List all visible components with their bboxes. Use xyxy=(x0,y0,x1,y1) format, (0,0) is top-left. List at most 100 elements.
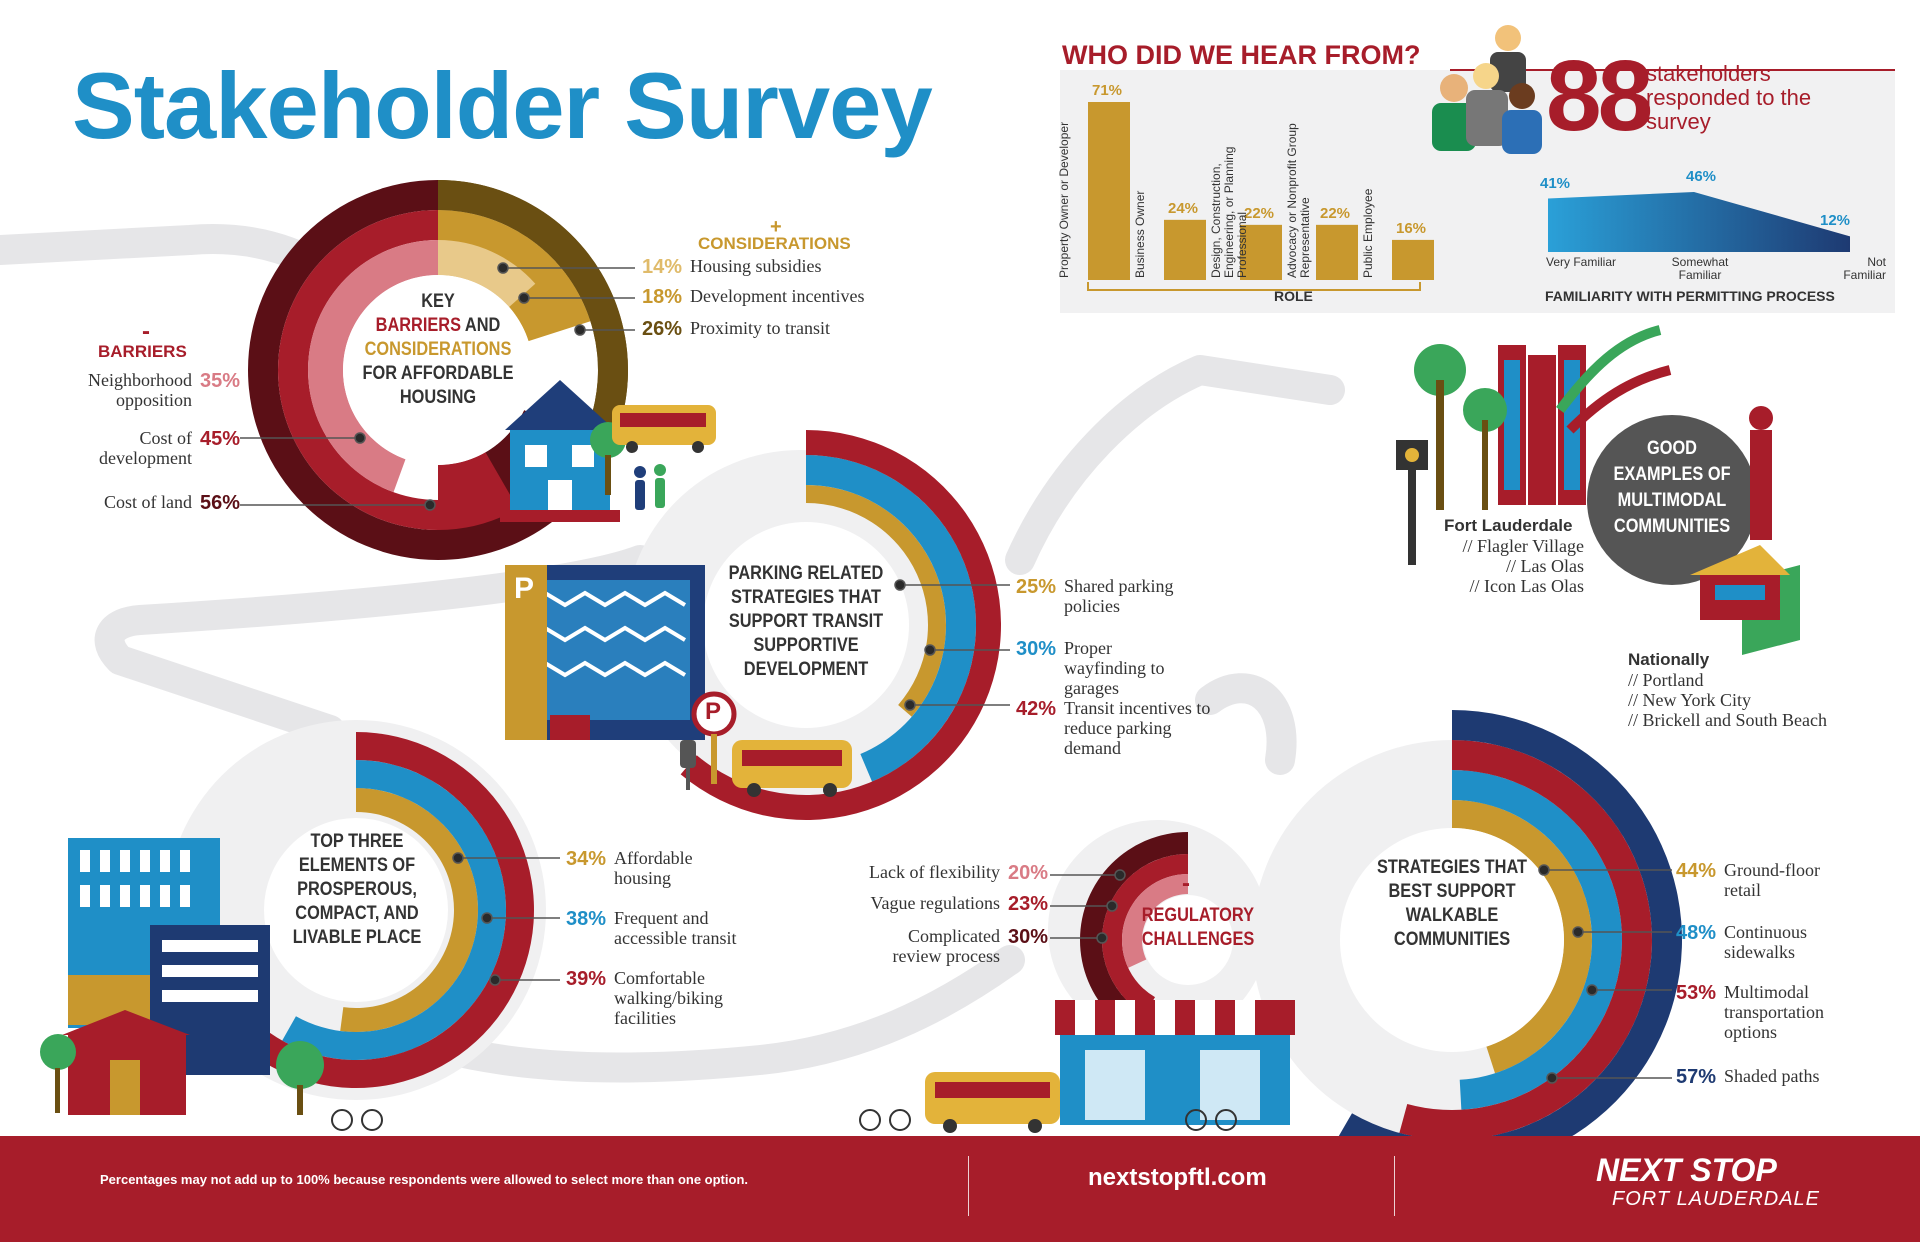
respondent-count: 88 xyxy=(1546,40,1653,152)
footer-divider-2 xyxy=(1394,1156,1395,1216)
barrier-ring-middle xyxy=(278,210,438,530)
cost-development-dot xyxy=(354,432,366,444)
elements-item-2-pct: 39% xyxy=(566,968,607,990)
parking-item-0-label: Shared parking policies xyxy=(1064,576,1174,616)
regulatory-item-1-label: Vague regulations xyxy=(870,893,1000,913)
housing-subsidies-dot xyxy=(497,262,509,274)
consideration-0-pct: 14% xyxy=(642,256,683,278)
examples-badge xyxy=(1587,415,1757,585)
barrier-0-label: Neighborhood opposition xyxy=(87,370,192,410)
parking-shared-dot xyxy=(894,579,906,591)
elements-item-2-label: Comfortable walking/biking facilities xyxy=(614,968,724,1028)
barriers-title: BARRIERS xyxy=(98,342,187,361)
walkable-item-3-label: Shaded paths xyxy=(1724,1066,1820,1086)
barrier-2-label: Cost of land xyxy=(103,492,192,512)
role-bar-3 xyxy=(1316,224,1358,280)
walking-people-top xyxy=(634,464,666,510)
consideration-1-pct: 18% xyxy=(642,286,683,308)
walkable-multimodal-dot xyxy=(1586,984,1598,996)
barrier-1: Cost of development 45% xyxy=(40,428,240,468)
consideration-0: 14% Housing subsidies xyxy=(642,256,822,279)
role-bar-4 xyxy=(1392,239,1434,280)
role-label-2: Design, Construction, Engineering, or Pl… xyxy=(1209,146,1249,278)
parking-item-0: 25% Shared parking policies xyxy=(1016,576,1194,616)
familiarity-value-0: 41% xyxy=(1540,174,1571,192)
familiarity-value-2: 12% xyxy=(1820,212,1851,230)
city-buildings-illustration xyxy=(40,838,383,1131)
parking-ring-0 xyxy=(806,485,947,717)
parking-center-label: PARKING RELATED STRATEGIES THAT SUPPORT … xyxy=(728,563,884,680)
housing-center-and: AND xyxy=(464,315,501,336)
respondent-count-text: stakeholders responded to the survey xyxy=(1646,61,1812,134)
walkable-item-0-pct: 44% xyxy=(1676,860,1717,882)
regulatory-review-dot xyxy=(1096,932,1108,944)
elements-item-0: 34% Affordable housing xyxy=(566,848,754,888)
examples-national-list: // Portland// New York City// Brickell a… xyxy=(1628,670,1888,730)
walkable-item-1-pct: 48% xyxy=(1676,922,1717,944)
familiarity-label-2: Not Familiar xyxy=(1843,255,1886,282)
housing-center xyxy=(343,275,533,465)
role-bar-2 xyxy=(1240,224,1282,280)
role-label-3: Advocacy or Nonprofit Group Representati… xyxy=(1285,123,1312,278)
familiarity-area-shape xyxy=(1548,192,1850,252)
regulatory-ring-inner xyxy=(1122,874,1188,968)
role-value-3: 22% xyxy=(1320,204,1351,222)
proximity-transit-dot xyxy=(574,324,586,336)
national-landmarks-illustration xyxy=(1690,406,1800,655)
consideration-2: 26% Proximity to transit xyxy=(642,318,830,341)
examples-local-list: // Flagler Village// Las Olas// Icon Las… xyxy=(1444,536,1584,596)
regulatory-item-1: Vague regulations 23% xyxy=(820,893,1049,916)
barrier-2-pct: 56% xyxy=(199,492,240,514)
barrier-1-label: Cost of development xyxy=(98,428,192,468)
blue-house-illustration xyxy=(500,380,626,522)
examples-local-item-2: // Icon Las Olas xyxy=(1469,576,1584,596)
role-value-1: 24% xyxy=(1168,199,1199,217)
elements-item-1-pct: 38% xyxy=(566,908,607,930)
regulatory-item-1-pct: 23% xyxy=(1007,893,1048,915)
parking-sign-large: P xyxy=(514,572,535,605)
elements-center-label: TOP THREE ELEMENTS OF PROSPEROUS, COMPAC… xyxy=(292,831,422,948)
examples-local-item-0: // Flagler Village xyxy=(1462,536,1584,556)
familiarity-area xyxy=(1548,192,1850,252)
walkable-ring-3 xyxy=(1337,710,1682,1170)
footer-website-link[interactable]: nextstopftl.com xyxy=(1088,1164,1267,1191)
footer-note: Percentages may not add up to 100% becau… xyxy=(100,1172,748,1187)
walkable-retail-dot xyxy=(1538,864,1550,876)
barrier-1-pct: 45% xyxy=(199,428,240,450)
considerations-plus: + xyxy=(770,216,782,238)
regulatory-rings xyxy=(1080,832,1188,1048)
elements-ring-1 xyxy=(282,760,507,1060)
role-axis-bracket xyxy=(1087,282,1421,291)
barrier-0: Neighborhood opposition 35% xyxy=(40,370,240,410)
role-label-1: Business Owner xyxy=(1133,190,1147,278)
parking-item-2-label: Transit incentives to reduce parking dem… xyxy=(1064,698,1211,758)
regulatory-item-2: Complicated review process 30% xyxy=(820,926,1049,966)
considerations-title: CONSIDERATIONS xyxy=(698,234,851,253)
stakeholders-people-icon xyxy=(1432,25,1542,154)
walkable-center-label: STRATEGIES THAT BEST SUPPORT WALKABLE CO… xyxy=(1376,857,1528,950)
elements-item-0-label: Affordable housing xyxy=(614,848,693,888)
footer-brand-name: NEXT STOP xyxy=(1596,1152,1777,1188)
barrier-development-wedge xyxy=(438,452,518,530)
familiarity-value-1: 46% xyxy=(1686,168,1717,185)
elements-ring-0 xyxy=(340,788,478,1032)
parking-ring-1 xyxy=(806,455,976,782)
role-value-4: 16% xyxy=(1396,219,1427,237)
parking-sign-small: P xyxy=(705,698,722,725)
consideration-2-pct: 26% xyxy=(642,318,683,340)
walkable-shaded-dot xyxy=(1546,1072,1558,1084)
parking-item-1-label: Proper wayfinding to garages xyxy=(1064,638,1165,698)
parking-item-2-pct: 42% xyxy=(1016,698,1057,720)
elements-item-1: 38% Frequent and accessible transit xyxy=(566,908,754,948)
role-bar-0 xyxy=(1088,102,1130,280)
regulatory-item-2-pct: 30% xyxy=(1007,926,1048,948)
role-value-0: 71% xyxy=(1092,82,1123,99)
fort-lauderdale-skyline-illustration xyxy=(1396,325,1672,565)
parking-item-0-pct: 25% xyxy=(1016,576,1057,598)
elements-transit-dot xyxy=(481,912,493,924)
elements-walking-dot xyxy=(489,974,501,986)
walkable-item-2: 53% Multimodal transportation options xyxy=(1676,982,1854,1042)
walkable-sidewalks-dot xyxy=(1572,926,1584,938)
role-axis-label: ROLE xyxy=(1274,288,1313,304)
